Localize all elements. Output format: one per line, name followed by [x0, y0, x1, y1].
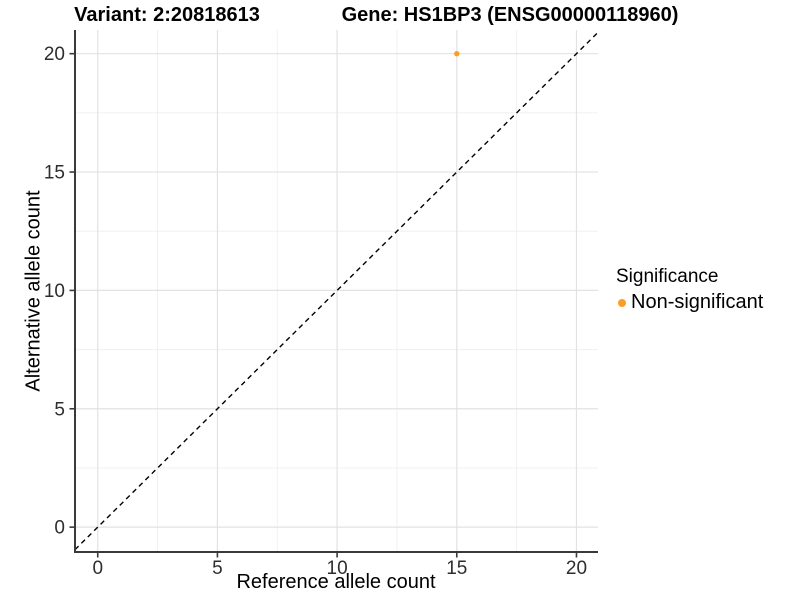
y-tick-label: 5: [54, 399, 65, 420]
variant-title: Variant: 2:20818613: [74, 4, 260, 26]
x-tick-label: 0: [92, 558, 103, 579]
x-tick-label: 20: [566, 558, 587, 579]
y-tick-label: 0: [54, 518, 65, 539]
legend-title: Significance: [616, 266, 719, 287]
legend-item: Non-significant: [616, 291, 763, 314]
identity-line: [74, 31, 599, 551]
data-point: [454, 50, 460, 57]
legend-marker-dot-icon: [618, 298, 626, 307]
y-axis-title: Alternative allele count: [22, 190, 45, 392]
legend-item-label: Non-significant: [631, 291, 764, 313]
x-axis-title: Reference allele count: [236, 571, 436, 593]
legend: Significance Non-significant: [616, 266, 763, 314]
x-tick-label: 15: [446, 558, 467, 579]
y-tick-label: 15: [44, 163, 65, 184]
x-tick-label: 10: [327, 558, 348, 579]
y-tick-label: 10: [44, 281, 65, 302]
x-tick-label: 5: [212, 558, 223, 579]
y-tick-label: 20: [44, 44, 65, 65]
gene-title: Gene: HS1BP3 (ENSG00000118960): [341, 4, 679, 26]
